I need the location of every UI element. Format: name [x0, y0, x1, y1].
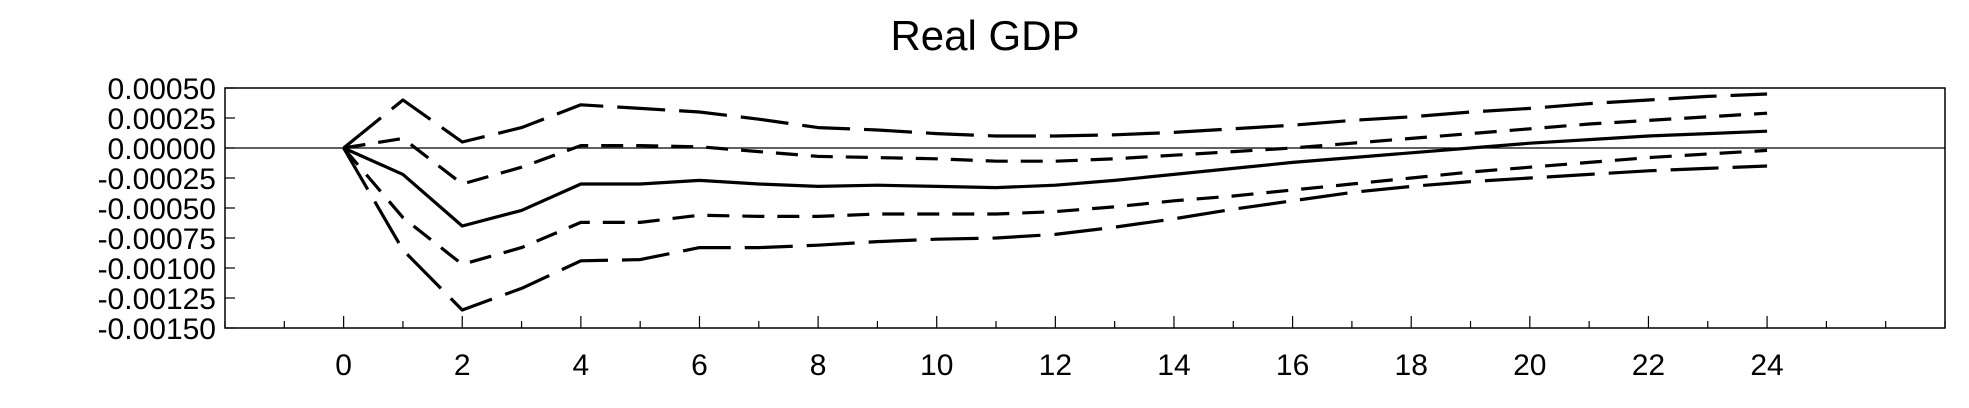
x-tick-label: 2 — [454, 349, 471, 382]
x-tick-label: 10 — [920, 349, 953, 382]
x-tick-label: 0 — [335, 349, 352, 382]
x-tick-label: 16 — [1276, 349, 1309, 382]
y-tick-label: -0.00100 — [98, 253, 216, 286]
y-tick-label: 0.00000 — [108, 133, 216, 166]
x-tick-label: 20 — [1513, 349, 1546, 382]
plot-frame — [224, 87, 1946, 329]
x-tick-label: 4 — [573, 349, 590, 382]
x-tick-label: 8 — [810, 349, 827, 382]
x-tick-label: 6 — [691, 349, 708, 382]
x-tick-label: 18 — [1395, 349, 1428, 382]
x-tick-label: 22 — [1632, 349, 1665, 382]
chart-title: Real GDP — [890, 12, 1079, 59]
y-tick-label: -0.00125 — [98, 283, 216, 316]
y-tick-label: -0.00075 — [98, 223, 216, 256]
series-line-5 — [342, 147, 1768, 312]
x-axis: 0 2 4 6 8 10 12 14 16 18 20 22 24 — [224, 316, 1946, 382]
series-line-2 — [343, 111, 1768, 186]
x-tick-label: 24 — [1750, 349, 1783, 382]
x-tick-label: 12 — [1039, 349, 1072, 382]
y-tick-label: -0.00050 — [98, 193, 216, 226]
x-tick-label: 14 — [1157, 349, 1190, 382]
y-tick-label: 0.00050 — [108, 73, 216, 106]
series-layer — [225, 92, 1945, 312]
y-tick-label: -0.00025 — [98, 163, 216, 196]
y-axis: 0.000500.000250.00000-0.00025-0.00050-0.… — [98, 73, 235, 346]
y-tick-label: -0.00150 — [98, 313, 216, 346]
series-line-3 — [342, 146, 1768, 266]
series-line-4 — [342, 92, 1768, 150]
y-tick-label: 0.00025 — [108, 103, 216, 136]
series-line-1 — [342, 129, 1768, 228]
